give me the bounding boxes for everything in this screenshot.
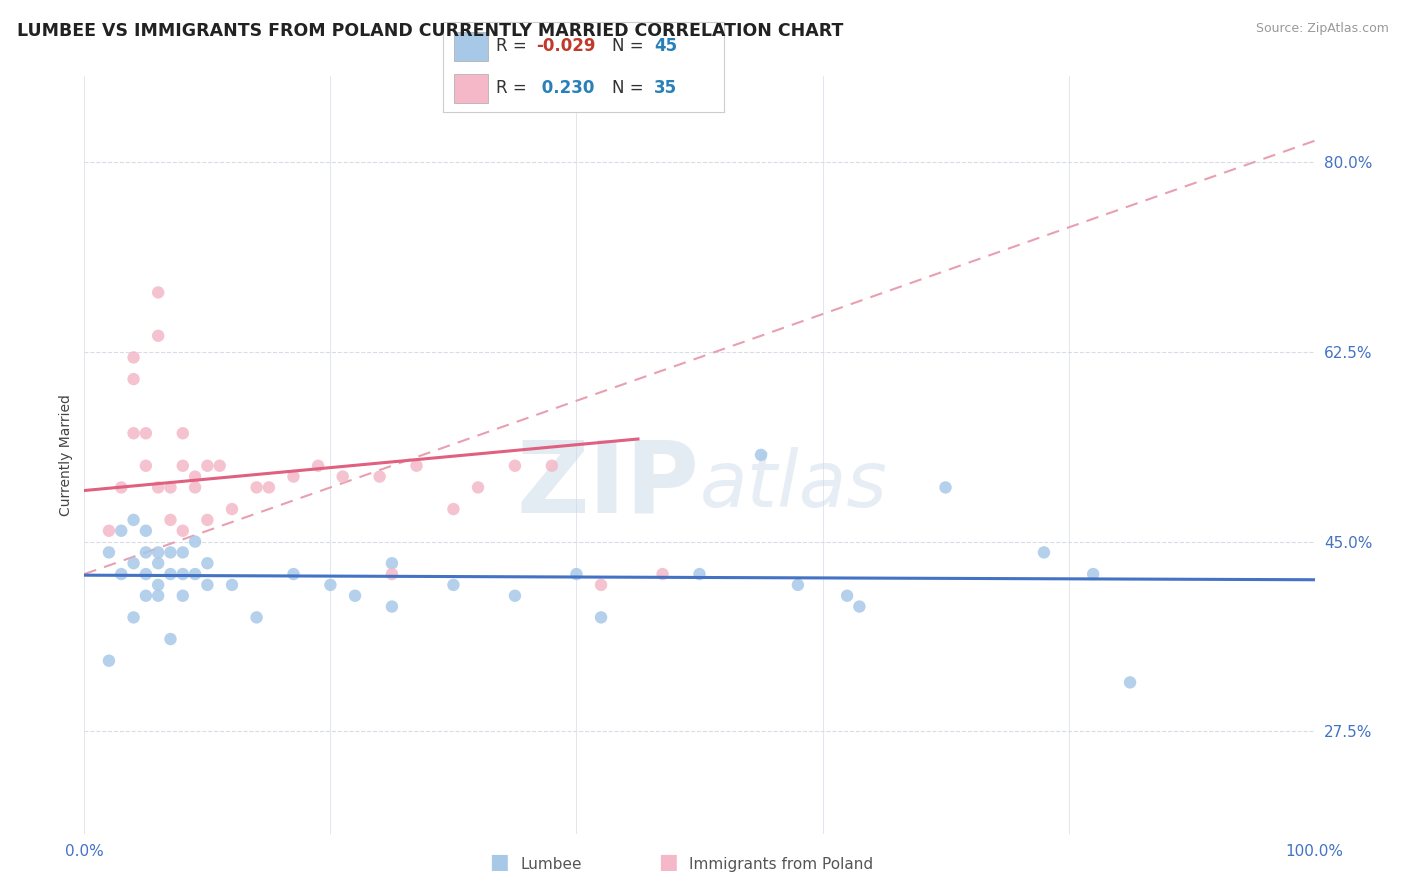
FancyBboxPatch shape (454, 32, 488, 61)
Point (381, 567, 404, 582)
Point (344, 589, 367, 603)
Point (368, 469, 391, 483)
Point (135, 426, 157, 441)
Point (110, 524, 132, 538)
Text: -0.029: -0.029 (536, 37, 595, 55)
Point (565, 567, 588, 582)
Point (159, 545, 181, 559)
Point (405, 458, 427, 473)
Point (197, 458, 219, 473)
Point (221, 578, 243, 592)
Point (749, 448, 772, 462)
Point (148, 285, 170, 300)
Point (443, 502, 465, 516)
Point (110, 567, 132, 582)
Point (172, 589, 194, 603)
Point (848, 599, 870, 614)
Point (148, 328, 170, 343)
Text: ZIP: ZIP (516, 437, 700, 533)
Point (98, 545, 120, 559)
Point (148, 578, 170, 592)
Point (381, 556, 404, 570)
Point (283, 567, 305, 582)
Point (307, 458, 329, 473)
Point (246, 610, 269, 624)
Point (148, 589, 170, 603)
Point (172, 458, 194, 473)
Point (197, 556, 219, 570)
Point (591, 578, 613, 592)
Text: Lumbee: Lumbee (520, 857, 582, 872)
Point (159, 513, 181, 527)
Point (541, 458, 564, 473)
Point (159, 632, 181, 646)
Point (172, 545, 194, 559)
Point (689, 567, 711, 582)
Point (135, 567, 157, 582)
Point (319, 578, 342, 592)
Point (184, 469, 207, 483)
Point (257, 480, 280, 494)
Point (135, 545, 157, 559)
Point (148, 545, 170, 559)
Text: 45: 45 (654, 37, 676, 55)
Point (135, 458, 157, 473)
Text: N =: N = (612, 37, 648, 55)
Point (1119, 675, 1142, 690)
Point (208, 458, 231, 473)
Text: 35: 35 (654, 79, 676, 97)
Point (197, 513, 219, 527)
Point (651, 567, 673, 582)
Text: atlas: atlas (700, 447, 887, 524)
Point (467, 480, 489, 494)
Point (122, 556, 145, 570)
Point (246, 480, 269, 494)
Point (172, 426, 194, 441)
Point (221, 502, 243, 516)
Text: ■: ■ (489, 853, 509, 872)
Point (184, 534, 207, 549)
Point (184, 567, 207, 582)
Point (184, 480, 207, 494)
Point (503, 458, 526, 473)
Point (159, 567, 181, 582)
Point (283, 469, 305, 483)
Text: 0.230: 0.230 (536, 79, 595, 97)
Point (787, 578, 810, 592)
Point (148, 480, 170, 494)
Point (122, 351, 145, 365)
Point (159, 480, 181, 494)
Point (122, 513, 145, 527)
Point (135, 589, 157, 603)
Point (135, 524, 157, 538)
Point (1033, 545, 1056, 559)
Point (443, 578, 465, 592)
FancyBboxPatch shape (454, 74, 488, 103)
Point (172, 524, 194, 538)
Point (197, 578, 219, 592)
Text: Source: ZipAtlas.com: Source: ZipAtlas.com (1256, 22, 1389, 36)
Text: R =: R = (496, 79, 533, 97)
Point (1083, 567, 1105, 582)
Point (503, 589, 526, 603)
Text: N =: N = (612, 79, 648, 97)
Text: LUMBEE VS IMMIGRANTS FROM POLAND CURRENTLY MARRIED CORRELATION CHART: LUMBEE VS IMMIGRANTS FROM POLAND CURRENT… (17, 22, 844, 40)
Point (122, 610, 145, 624)
Point (332, 469, 354, 483)
Text: R =: R = (496, 37, 533, 55)
Point (148, 556, 170, 570)
Point (837, 589, 859, 603)
Point (935, 480, 957, 494)
Point (98, 524, 120, 538)
Point (110, 480, 132, 494)
Point (122, 426, 145, 441)
Point (591, 610, 613, 624)
Text: Immigrants from Poland: Immigrants from Poland (689, 857, 873, 872)
Point (381, 599, 404, 614)
Point (122, 372, 145, 386)
Point (98, 654, 120, 668)
Point (172, 567, 194, 582)
Text: ■: ■ (658, 853, 678, 872)
Y-axis label: Currently Married: Currently Married (59, 394, 73, 516)
